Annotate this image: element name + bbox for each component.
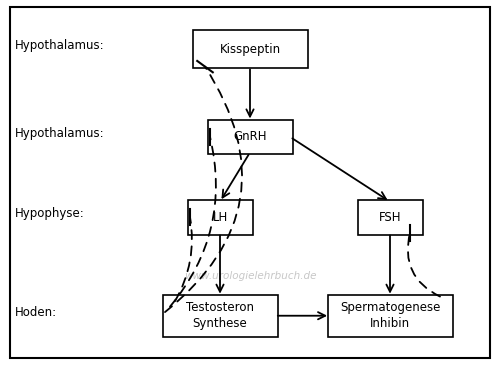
Text: www.urologielehrbuch.de: www.urologielehrbuch.de	[184, 270, 316, 281]
FancyArrowPatch shape	[175, 217, 192, 301]
Text: Hypothalamus:: Hypothalamus:	[15, 127, 104, 140]
Text: LH: LH	[212, 211, 228, 224]
Text: GnRH: GnRH	[233, 130, 267, 143]
Text: Kisspeptin: Kisspeptin	[220, 43, 280, 56]
FancyArrowPatch shape	[408, 233, 440, 296]
Text: Hoden:: Hoden:	[15, 306, 57, 319]
FancyBboxPatch shape	[358, 200, 422, 234]
FancyBboxPatch shape	[188, 200, 252, 234]
FancyBboxPatch shape	[162, 295, 278, 337]
FancyBboxPatch shape	[328, 295, 452, 337]
FancyArrowPatch shape	[170, 137, 216, 307]
Text: Spermatogenese
Inhibin: Spermatogenese Inhibin	[340, 301, 440, 330]
Text: FSH: FSH	[379, 211, 401, 224]
FancyArrowPatch shape	[165, 66, 242, 312]
Text: Testosteron
Synthese: Testosteron Synthese	[186, 301, 254, 330]
FancyBboxPatch shape	[192, 30, 308, 69]
Text: Hypothalamus:: Hypothalamus:	[15, 39, 104, 52]
FancyBboxPatch shape	[208, 120, 292, 154]
Text: Hypophyse:: Hypophyse:	[15, 207, 85, 220]
